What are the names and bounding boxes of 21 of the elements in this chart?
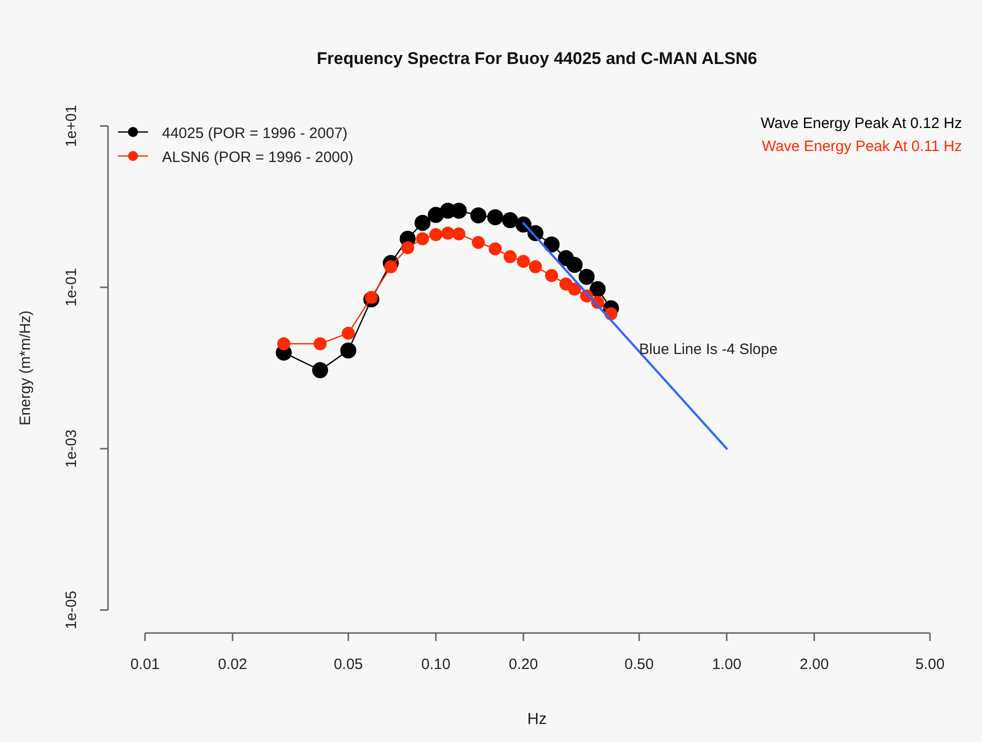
chart-title: Frequency Spectra For Buoy 44025 and C-MAN ALSN6 (316, 49, 758, 68)
x-tick-label: 0.02 (218, 656, 248, 673)
x-tick-label: 1.00 (712, 656, 742, 673)
legend-label: 44025 (POR = 1996 - 2007) (162, 125, 348, 142)
x-tick-label: 0.01 (130, 656, 160, 673)
y-tick-label: 1e-03 (63, 429, 80, 468)
y-tick-label: 1e-01 (63, 268, 80, 307)
annotation: Wave Energy Peak At 0.11 Hz (762, 138, 962, 155)
x-tick-label: 5.00 (915, 656, 945, 673)
annotation: Wave Energy Peak At 0.12 Hz (760, 115, 962, 132)
x-tick-label: 0.20 (508, 656, 538, 673)
annotation: Blue Line Is -4 Slope (639, 340, 778, 358)
y-tick-label: 1e+01 (63, 104, 80, 148)
y-axis-title: Energy (m*m/Hz) (17, 310, 34, 426)
x-tick-label: 0.50 (624, 656, 654, 673)
legend-label: ALSN6 (POR = 1996 - 2000) (162, 149, 354, 166)
y-tick-label: 1e-05 (63, 590, 80, 630)
x-tick-label: 0.10 (421, 656, 450, 673)
x-tick-label: 2.00 (800, 656, 829, 673)
x-axis-title: Hz (527, 711, 547, 728)
x-tick-label: 0.05 (334, 656, 363, 673)
